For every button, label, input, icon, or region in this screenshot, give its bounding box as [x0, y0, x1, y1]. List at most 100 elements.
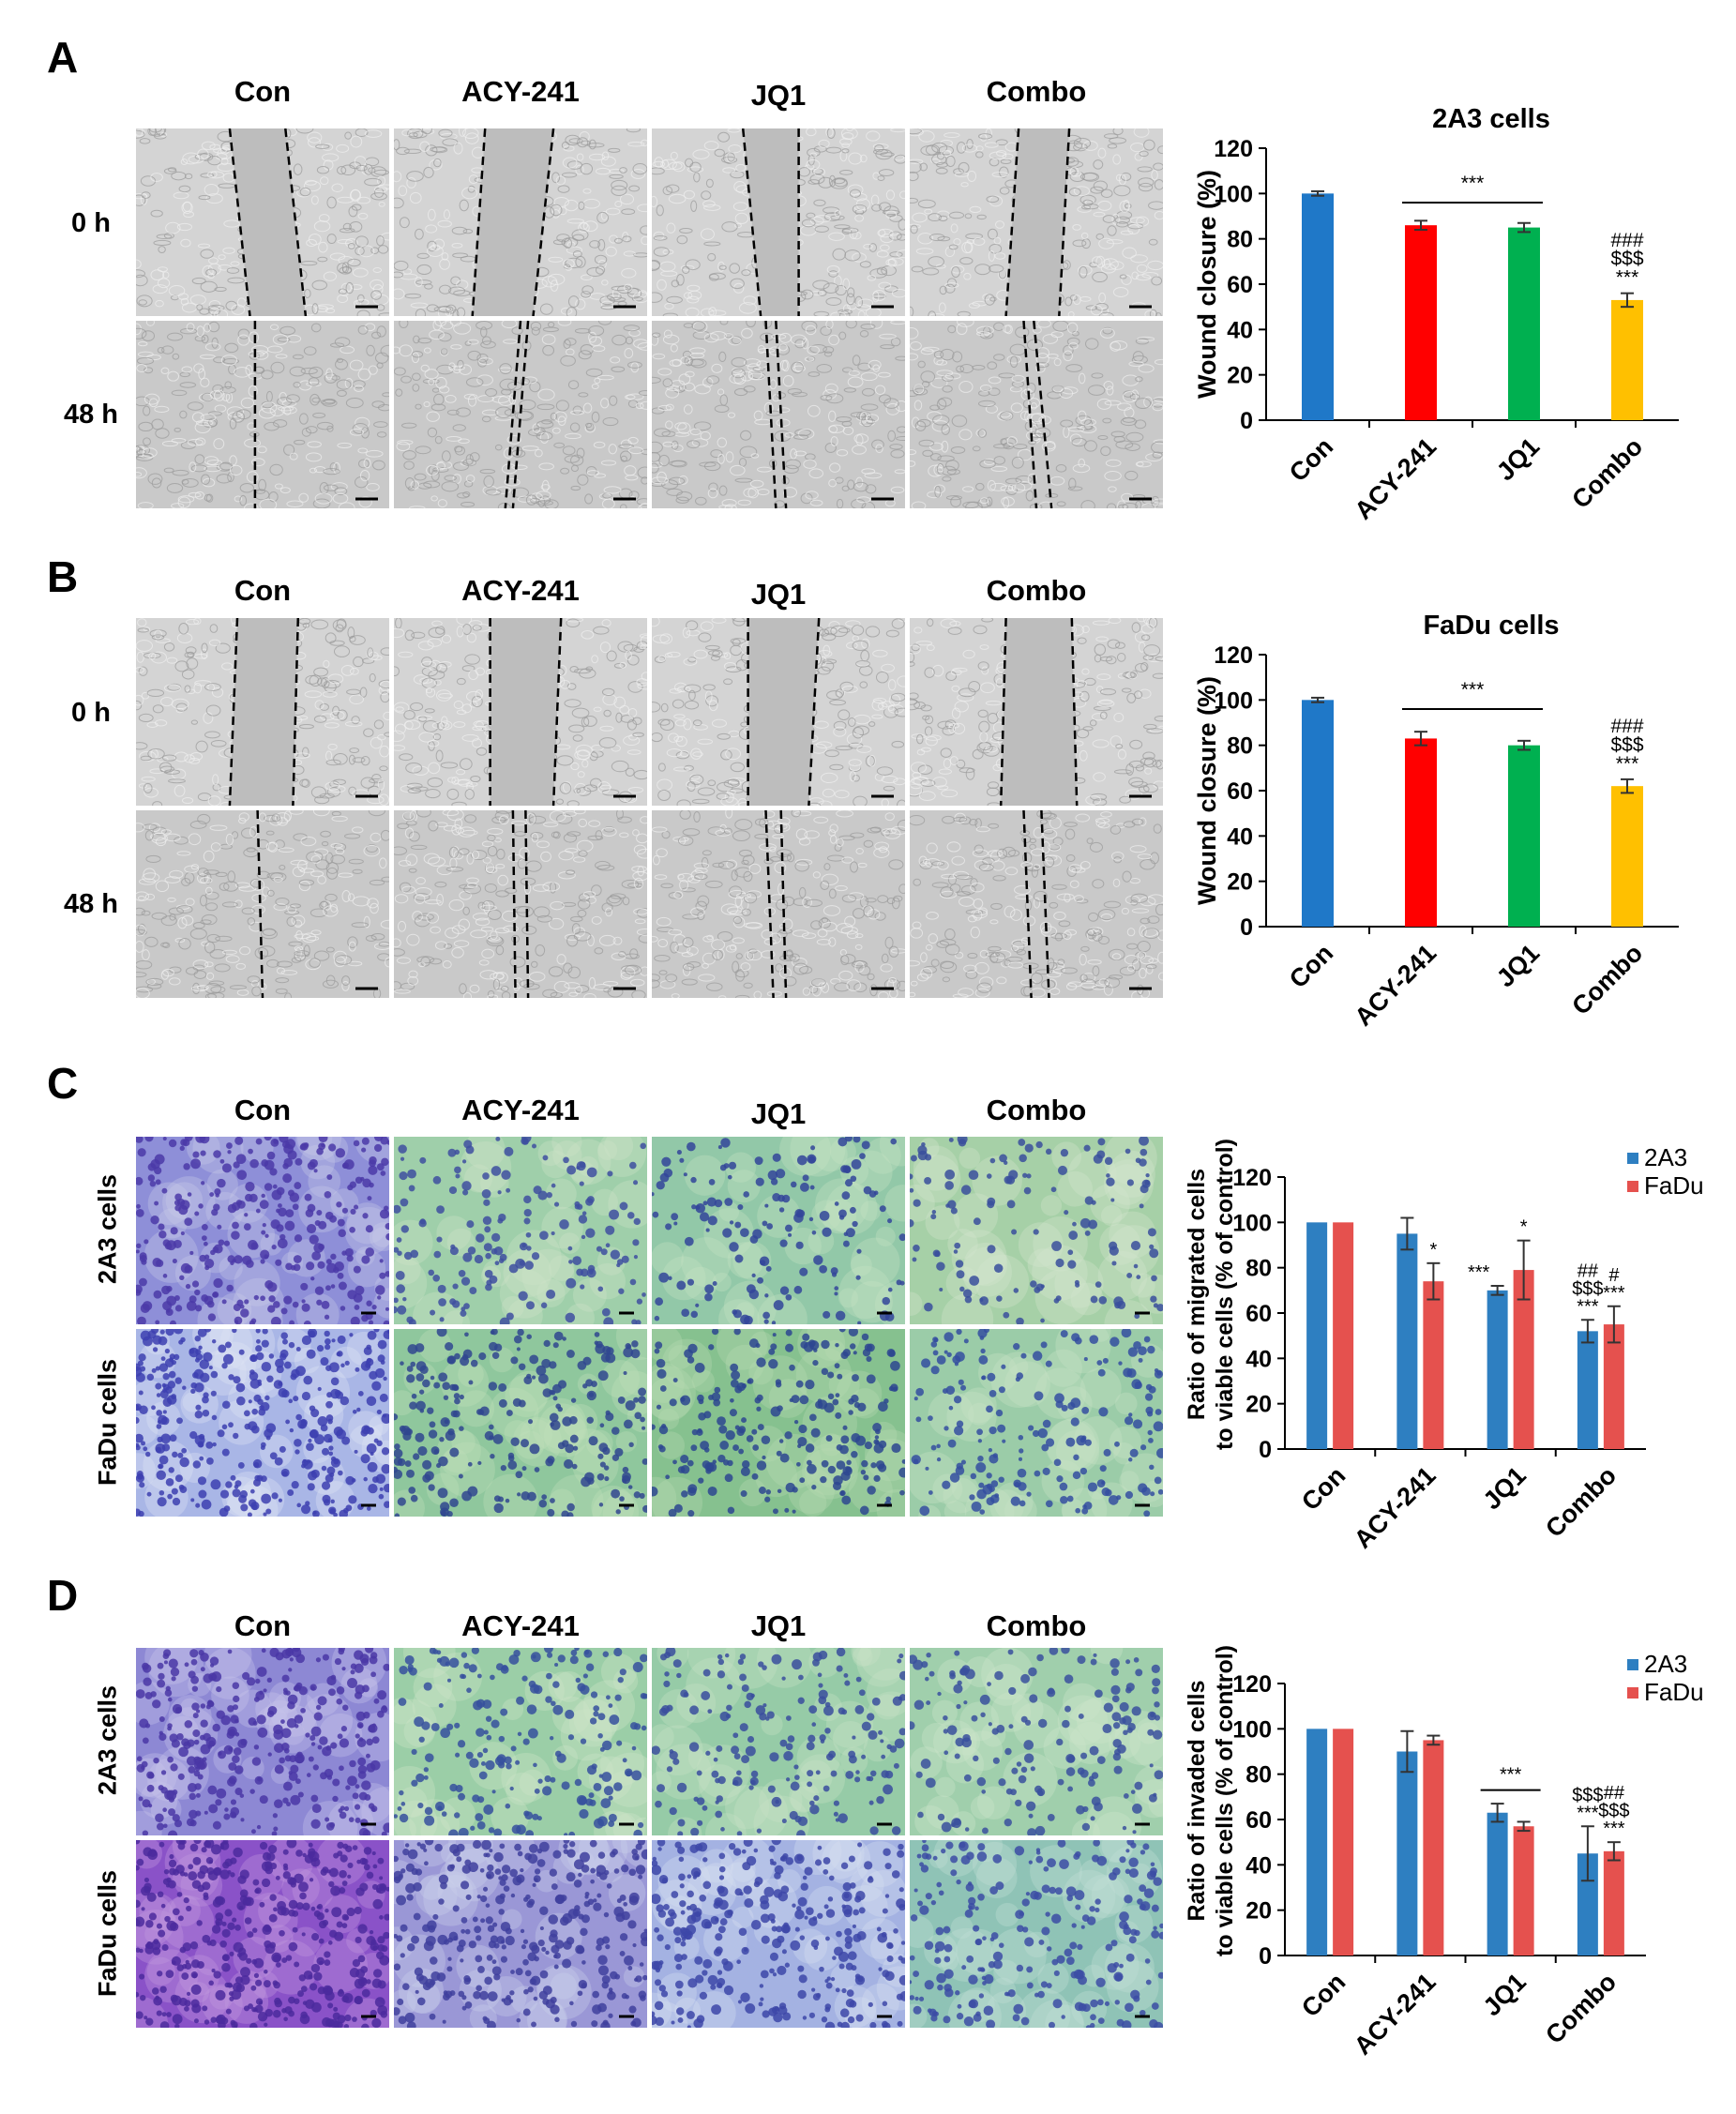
- chart-b-wound-closure-fadu: FaDu cells Wound closure (%) 0 20 40 60 80 100 1…: [1193, 611, 1679, 1032]
- panel-a-letter: A: [47, 33, 79, 82]
- chart-b-ytick-label: 40: [1227, 823, 1253, 850]
- chart-d-ytick-label: 20: [1245, 1898, 1272, 1925]
- chart-c-legend-swatch-fadu: [1627, 1181, 1638, 1192]
- chart-c-annotation: ##: [1577, 1261, 1599, 1281]
- chart-d-bar-fadu-jq1: [1513, 1826, 1534, 1955]
- panel-a-col-acy: ACY-241: [461, 75, 580, 108]
- panel-d-image-r0-c3: [910, 1648, 1163, 1835]
- panel-c-image-r0-c1: [394, 1137, 647, 1324]
- chart-a-bar-combo: [1611, 299, 1643, 420]
- chart-d-annotation: ***: [1577, 1803, 1599, 1823]
- chart-d-legend-label-fadu: FaDu: [1644, 1678, 1704, 1706]
- chart-d-xtick-label: ACY-241: [1349, 1968, 1442, 2061]
- chart-d-bar-fadu-combo: [1603, 1850, 1624, 1955]
- panel-a-image-r1-c2: [652, 321, 905, 508]
- panel-c-image-r0-c3: [910, 1137, 1163, 1324]
- panel-d-image-r1-c0: [136, 1840, 389, 2028]
- panel-b-image-r0-c2: [652, 618, 905, 806]
- panel-b-row-0h: 0 h: [71, 698, 111, 728]
- panel-d-image-r0-c0: [136, 1648, 389, 1835]
- chart-c-xtick-label: Combo: [1540, 1461, 1622, 1543]
- chart-c-legend-label-2a3: 2A3: [1644, 1143, 1687, 1171]
- chart-a-xtick-label: Con: [1284, 432, 1338, 487]
- chart-c-legend-label-fadu: FaDu: [1644, 1171, 1704, 1200]
- chart-a-bar-con: [1302, 193, 1334, 420]
- chart-c-ylabel-line: to viable cells (% of control): [1212, 1139, 1238, 1450]
- panel-c-letter: C: [47, 1059, 79, 1108]
- chart-a-ytick-label: 100: [1214, 181, 1253, 207]
- panel-d-col-con: Con: [234, 1609, 292, 1642]
- chart-a-xtick-label: ACY-241: [1350, 432, 1442, 525]
- chart-b-xtick-label: Combo: [1566, 939, 1648, 1020]
- chart-c-legend-swatch-2a3: [1627, 1153, 1638, 1164]
- panel-b-col-jq1: JQ1: [750, 578, 807, 611]
- panel-a-image-r1-c0: [136, 321, 389, 508]
- chart-d-bar-2a3-acy-241: [1396, 1751, 1418, 1955]
- chart-a-wound-closure-2a3: 2A3 cells Wound closure (%) 0 20 40 60 80 100 12…: [1193, 104, 1679, 525]
- chart-c-annotation: ***: [1468, 1262, 1490, 1283]
- panel-a-image-r1-c1: [394, 321, 647, 508]
- chart-b-bar-jq1: [1508, 745, 1540, 927]
- chart-d-legend-swatch-2a3: [1627, 1659, 1638, 1670]
- panel-c-row-2a3: 2A3 cells: [93, 1173, 122, 1285]
- panel-d-image-r0-c2: [652, 1648, 905, 1835]
- panel-b-image-r1-c1: [394, 810, 647, 998]
- chart-d-ytick-label: 80: [1245, 1762, 1272, 1789]
- panel-d-image-r1-c1: [394, 1840, 647, 2028]
- panel-d-letter: D: [47, 1571, 79, 1620]
- chart-a-bar-jq1: [1508, 227, 1540, 420]
- chart-c-bar-2a3-combo: [1577, 1331, 1598, 1449]
- panel-c-col-jq1: JQ1: [750, 1097, 807, 1130]
- chart-b-bar-acy-241: [1405, 738, 1437, 927]
- chart-c-ytick-label: 60: [1245, 1301, 1272, 1327]
- chart-b-annotation: ***: [1616, 753, 1639, 775]
- chart-b-sig-bracket-label: ***: [1461, 679, 1485, 701]
- chart-b-ytick-label: 60: [1227, 778, 1253, 805]
- chart-a-xtick-label: JQ1: [1491, 432, 1545, 486]
- panel-c-image-r0-c2: [652, 1137, 905, 1324]
- panel-b-col-con: Con: [234, 574, 292, 607]
- chart-d-bar-2a3-con: [1306, 1729, 1328, 1955]
- panel-c-row-fadu: FaDu cells: [93, 1358, 122, 1487]
- chart-c-bar-fadu-con: [1333, 1222, 1354, 1449]
- chart-d-legend-swatch-fadu: [1627, 1687, 1638, 1699]
- chart-d-sig-bracket-label: ***: [1500, 1765, 1522, 1786]
- chart-c-ytick-label: 80: [1245, 1256, 1272, 1282]
- chart-b-annotation: $$$: [1610, 734, 1643, 756]
- chart-a-annotation: ###: [1610, 230, 1643, 251]
- panel-a-col-jq1: JQ1: [750, 79, 807, 112]
- chart-c-ytick-label: 20: [1245, 1392, 1272, 1418]
- chart-c-bar-fadu-acy-241: [1423, 1281, 1444, 1449]
- chart-d-legend-label-2a3: 2A3: [1644, 1650, 1687, 1678]
- chart-c-ytick-label: 120: [1232, 1165, 1272, 1191]
- chart-c-ytick-label: 40: [1245, 1346, 1272, 1372]
- chart-a-ytick-label: 60: [1227, 272, 1253, 298]
- chart-c-bar-2a3-con: [1306, 1222, 1328, 1449]
- chart-b-xtick-label: JQ1: [1491, 939, 1545, 992]
- chart-c-bar-fadu-combo: [1603, 1324, 1624, 1449]
- chart-d-bar-2a3-combo: [1577, 1853, 1598, 1955]
- chart-a-ytick-label: 120: [1214, 136, 1253, 162]
- chart-d-invasion: Ratio of invaded cells to viable cells (%…: [1184, 1645, 1704, 2061]
- panel-a-row-0h: 0 h: [71, 208, 111, 238]
- chart-a-title: 2A3 cells: [1432, 104, 1550, 134]
- panel-c-image-r1-c0: [136, 1329, 389, 1517]
- chart-b-annotation: ###: [1610, 716, 1643, 737]
- chart-d-annotation: $$$: [1598, 1801, 1629, 1821]
- panel-b-col-combo: Combo: [986, 574, 1087, 607]
- panel-b-image-r0-c1: [394, 618, 647, 806]
- chart-d-ytick-label: 0: [1259, 1943, 1272, 1970]
- chart-d-annotation: $$$: [1572, 1785, 1603, 1805]
- panel-a-image-r0-c0: [136, 128, 389, 316]
- panel-d-col-combo: Combo: [986, 1609, 1087, 1642]
- chart-d-ylabel-line: to viable cells (% of control): [1212, 1645, 1238, 1956]
- chart-c-xtick-label: Con: [1296, 1461, 1351, 1516]
- chart-c-ytick-label: 100: [1232, 1210, 1272, 1236]
- chart-b-ytick-label: 120: [1214, 642, 1253, 669]
- panel-b-image-r0-c3: [910, 618, 1163, 806]
- chart-c-annotation: $$$: [1572, 1278, 1603, 1299]
- chart-a-xtick-label: Combo: [1566, 432, 1648, 514]
- chart-b-title: FaDu cells: [1423, 611, 1559, 641]
- chart-d-xtick-label: JQ1: [1478, 1968, 1532, 2021]
- panel-c-col-combo: Combo: [986, 1094, 1087, 1126]
